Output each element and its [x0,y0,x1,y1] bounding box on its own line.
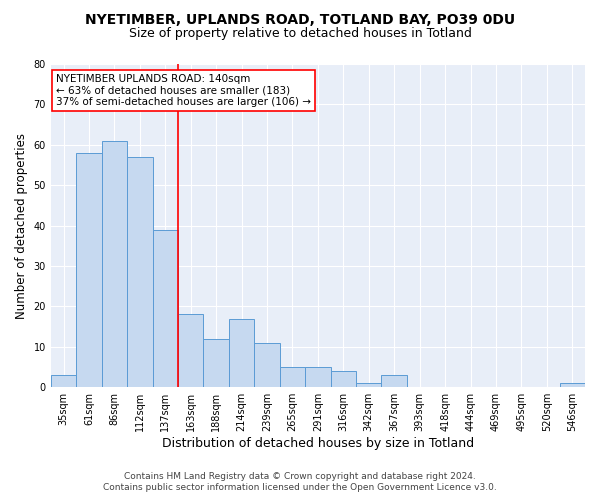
X-axis label: Distribution of detached houses by size in Totland: Distribution of detached houses by size … [162,437,474,450]
Bar [203,338,229,387]
Text: Contains HM Land Registry data © Crown copyright and database right 2024.
Contai: Contains HM Land Registry data © Crown c… [103,472,497,492]
Text: NYETIMBER, UPLANDS ROAD, TOTLAND BAY, PO39 0DU: NYETIMBER, UPLANDS ROAD, TOTLAND BAY, PO… [85,12,515,26]
Bar [331,371,356,387]
Bar [101,141,127,387]
Bar [560,383,585,387]
Bar [127,157,152,387]
Bar [76,153,101,387]
Bar [51,375,76,387]
Bar [356,383,382,387]
Bar [305,367,331,387]
Bar [229,318,254,387]
Bar [254,343,280,387]
Bar [280,367,305,387]
Bar [382,375,407,387]
Text: Size of property relative to detached houses in Totland: Size of property relative to detached ho… [128,28,472,40]
Bar [152,230,178,387]
Bar [178,314,203,387]
Text: NYETIMBER UPLANDS ROAD: 140sqm
← 63% of detached houses are smaller (183)
37% of: NYETIMBER UPLANDS ROAD: 140sqm ← 63% of … [56,74,311,107]
Y-axis label: Number of detached properties: Number of detached properties [15,132,28,318]
